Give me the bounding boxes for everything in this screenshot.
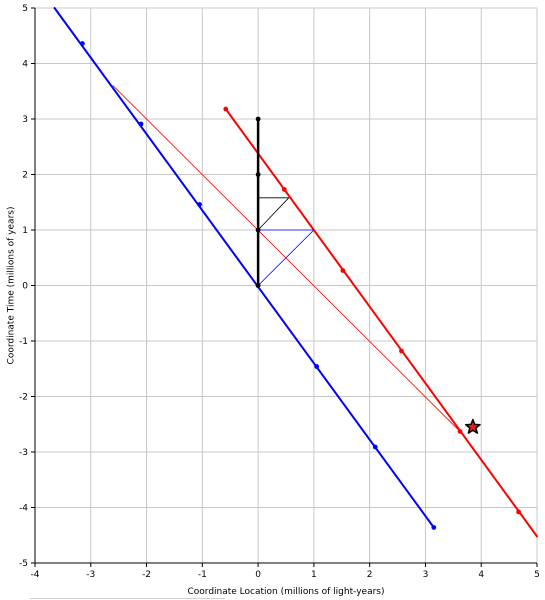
y-tick-label: 5: [22, 4, 28, 14]
series-marker: [431, 525, 437, 530]
x-tick-label: 4: [478, 570, 484, 580]
series-line: [257, 229, 315, 286]
series-marker: [80, 41, 85, 46]
grid: [34, 7, 538, 564]
bottom-divider: [30, 598, 225, 599]
series-marker: [457, 429, 463, 434]
y-tick-label: -5: [19, 559, 28, 569]
event-star: [464, 418, 481, 434]
series-marker: [340, 268, 346, 273]
y-tick-label: -4: [19, 504, 28, 514]
series-marker: [138, 121, 144, 127]
series-line: [53, 7, 435, 529]
series-marker: [197, 202, 202, 207]
y-tick-label: 1: [22, 226, 28, 236]
series-marker: [255, 116, 261, 122]
series-marker: [255, 283, 261, 288]
series-marker: [314, 364, 320, 369]
series-marker: [516, 509, 521, 515]
star-marker: [464, 418, 481, 434]
series-marker: [223, 106, 229, 112]
x-tick-label: -2: [142, 570, 151, 580]
series-marker: [399, 348, 404, 354]
x-tick-label: 2: [367, 570, 373, 580]
y-tick-label: 3: [22, 115, 28, 125]
series-marker: [255, 227, 261, 233]
y-tick-label: 0: [22, 282, 28, 292]
series-line: [224, 108, 538, 538]
y-tick-label: 2: [22, 171, 28, 181]
markers: [80, 41, 521, 530]
x-axis-label: Coordinate Location (millions of light-y…: [187, 587, 384, 597]
series-marker: [255, 172, 261, 177]
axes: [31, 7, 538, 567]
x-tick-label: -3: [86, 570, 95, 580]
x-tick-label: 3: [423, 570, 429, 580]
y-tick-label: -3: [19, 448, 28, 458]
x-tick-label: -1: [198, 570, 207, 580]
series-marker: [372, 444, 378, 450]
x-tick-label: 1: [311, 570, 317, 580]
x-tick-label: 0: [255, 570, 261, 580]
series-line: [257, 197, 290, 231]
series-line: [112, 85, 461, 432]
y-tick-label: -1: [19, 337, 28, 347]
y-axis-label: Coordinate Time (millions of years): [7, 207, 17, 365]
y-tick-label: -2: [19, 393, 28, 403]
x-tick-label: -4: [31, 570, 40, 580]
x-tick-label: 5: [534, 570, 540, 580]
series: [53, 7, 538, 538]
series-marker: [281, 187, 287, 192]
y-tick-label: 4: [22, 60, 28, 70]
